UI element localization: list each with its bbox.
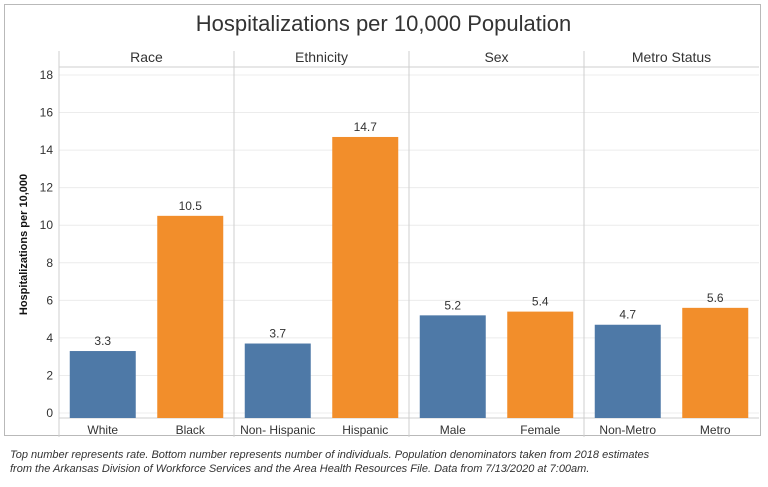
x-category-label: White [87, 423, 118, 437]
bar-value-label: 5.4 [532, 295, 549, 309]
bar-value-label: 4.7 [619, 308, 636, 322]
panel-header: Race [130, 49, 163, 65]
bar-value-label: 3.3 [94, 334, 111, 348]
y-tick-label: 16 [40, 106, 54, 120]
panel-header: Sex [484, 49, 508, 65]
y-tick-label: 18 [40, 68, 54, 82]
bar-value-label: 14.7 [354, 120, 378, 134]
bar-value-label: 5.6 [707, 291, 724, 305]
x-category-label: Female [520, 423, 560, 437]
bar-value-label: 3.7 [269, 327, 286, 341]
x-category-label: Male [440, 423, 466, 437]
x-category-label: Non- Hispanic [240, 423, 315, 437]
footnote-line-1: Top number represents rate. Bottom numbe… [10, 449, 650, 461]
bar-value-label: 10.5 [179, 199, 203, 213]
bar-value-label: 5.2 [444, 298, 461, 312]
bar [157, 215, 224, 418]
y-tick-label: 10 [40, 218, 54, 232]
y-tick-label: 2 [46, 368, 53, 382]
y-tick-label: 8 [46, 256, 53, 270]
x-category-label: Metro [700, 423, 731, 437]
x-category-label: Non-Metro [599, 423, 656, 437]
bar [594, 324, 661, 418]
y-tick-label: 12 [40, 181, 54, 195]
bar [332, 136, 399, 418]
chart-title: Hospitalizations per 10,000 Population [195, 11, 572, 36]
panel-header: Ethnicity [295, 49, 348, 65]
y-axis-label: Hospitalizations per 10,000 [18, 174, 30, 315]
chart-frame: Hospitalizations per 10,000 Population 0… [4, 4, 761, 437]
panel-header: Metro Status [632, 49, 711, 65]
y-tick-label: 4 [46, 331, 53, 345]
bar [682, 307, 749, 418]
bar [507, 311, 574, 418]
bar [419, 315, 486, 418]
x-category-label: Hispanic [342, 423, 388, 437]
footnote: Top number represents rate. Bottom numbe… [10, 448, 760, 476]
y-tick-label: 14 [40, 143, 54, 157]
footnote-line-2: from the Arkansas Division of Workforce … [10, 463, 590, 475]
bar-chart: 0 2 4 6 8 10 12 14 16 18 Hospitalizations per 10,0… [18, 49, 759, 437]
x-category-label: Black [176, 423, 206, 437]
y-tick-label: 0 [46, 406, 53, 420]
bar [244, 343, 311, 418]
bar [69, 351, 136, 418]
y-tick-label: 6 [46, 293, 53, 307]
